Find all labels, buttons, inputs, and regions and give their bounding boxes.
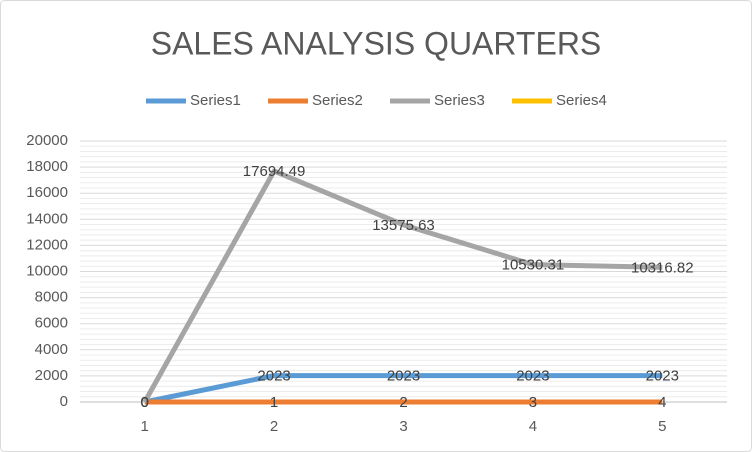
x-tick-label: 4 <box>529 418 537 435</box>
y-tick-label: 10000 <box>26 262 68 279</box>
data-label: 13575.63 <box>372 217 435 234</box>
legend-label: Series1 <box>190 92 241 109</box>
y-tick-label: 14000 <box>26 210 68 227</box>
legend-label: Series2 <box>312 92 363 109</box>
legend-label: Series4 <box>556 92 607 109</box>
data-label: 4 <box>658 394 666 411</box>
y-tick-label: 18000 <box>26 158 68 175</box>
data-label: 2023 <box>387 368 420 385</box>
y-tick-label: 4000 <box>35 341 68 358</box>
x-tick-label: 1 <box>141 418 149 435</box>
data-label: 0 <box>141 394 149 411</box>
data-label: 3 <box>529 394 537 411</box>
y-tick-label: 16000 <box>26 184 68 201</box>
y-tick-label: 20000 <box>26 132 68 149</box>
series-line <box>144 373 663 405</box>
y-tick-label: 6000 <box>35 315 68 332</box>
y-tick-label: 8000 <box>35 289 68 306</box>
y-tick-label: 2000 <box>35 367 68 384</box>
data-label: 2 <box>399 394 407 411</box>
y-tick-label: 12000 <box>26 236 68 253</box>
data-label: 0 <box>141 394 149 411</box>
data-label: 2023 <box>257 368 290 385</box>
data-label: 1 <box>270 394 278 411</box>
data-label: 0 <box>141 394 149 411</box>
series-line <box>142 168 663 404</box>
x-tick-label: 5 <box>658 418 666 435</box>
data-label: 2023 <box>516 368 549 385</box>
chart-title: SALES ANALYSIS QUARTERS <box>151 25 602 61</box>
data-label: 17694.49 <box>243 163 306 180</box>
legend-label: Series3 <box>434 92 485 109</box>
data-label: 10530.31 <box>502 257 565 274</box>
data-label: 10316.82 <box>631 259 694 276</box>
x-tick-label: 2 <box>270 418 278 435</box>
x-tick-label: 3 <box>399 418 407 435</box>
data-label: 2023 <box>646 368 679 385</box>
y-tick-label: 0 <box>60 393 68 410</box>
